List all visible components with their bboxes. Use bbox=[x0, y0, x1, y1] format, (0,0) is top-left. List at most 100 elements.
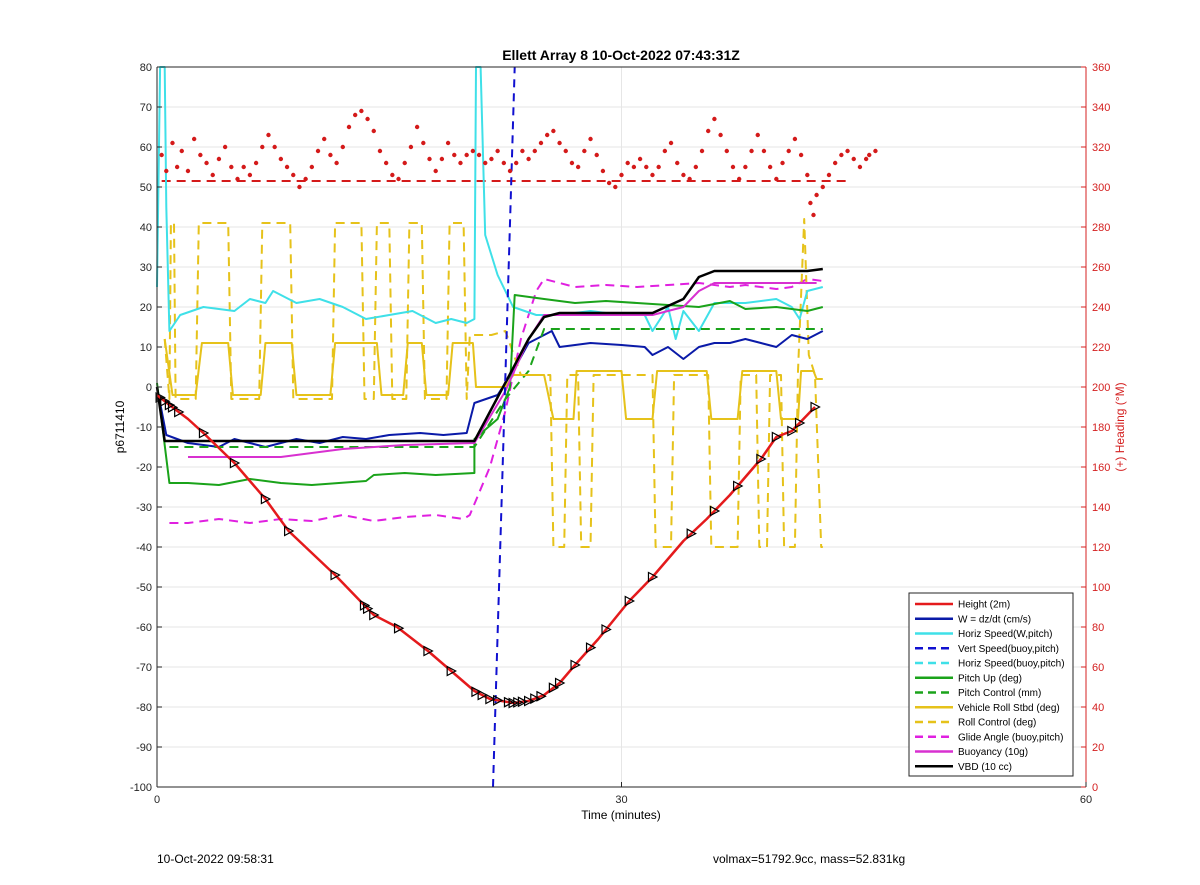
heading-point bbox=[656, 164, 661, 170]
height-marker bbox=[471, 686, 482, 698]
height-marker bbox=[771, 431, 783, 443]
heading-point bbox=[755, 132, 760, 138]
height-marker bbox=[493, 694, 504, 706]
y-tick-label: -90 bbox=[136, 742, 152, 754]
height-marker bbox=[359, 599, 371, 611]
heading-point bbox=[489, 156, 494, 162]
legend-label: Vehicle Roll Stbd (deg) bbox=[958, 703, 1060, 714]
height-marker bbox=[524, 695, 535, 707]
heading-point bbox=[594, 152, 599, 158]
heading-point bbox=[334, 160, 339, 166]
y-tick-label: 20 bbox=[140, 302, 152, 314]
heading-point bbox=[507, 168, 513, 174]
series-pitch-up-deg bbox=[156, 294, 824, 486]
heading-point bbox=[743, 164, 748, 170]
heading-point bbox=[857, 164, 863, 170]
legend-label: Buoyancy (10g) bbox=[958, 747, 1028, 758]
heading-point bbox=[662, 148, 668, 154]
y2-tick-label: 0 bbox=[1092, 782, 1098, 794]
heading-point bbox=[780, 160, 785, 166]
heading-point bbox=[483, 160, 488, 166]
heading-point bbox=[606, 180, 612, 186]
heading-point bbox=[439, 156, 445, 162]
heading-point bbox=[284, 164, 290, 170]
heading-point bbox=[551, 128, 556, 134]
height-marker bbox=[530, 693, 541, 705]
heading-point bbox=[272, 144, 277, 150]
heading-point bbox=[582, 148, 587, 154]
heading-point bbox=[235, 176, 240, 182]
y2-tick-label: 240 bbox=[1092, 302, 1110, 314]
heading-point bbox=[222, 144, 228, 150]
heading-point bbox=[445, 140, 451, 146]
height-marker bbox=[167, 401, 179, 413]
heading-point bbox=[644, 164, 649, 170]
heading-point bbox=[650, 172, 655, 178]
heading-point bbox=[241, 164, 246, 170]
y-tick-label: -40 bbox=[136, 542, 152, 554]
heading-point bbox=[736, 176, 742, 182]
heading-point bbox=[681, 172, 686, 178]
height-marker bbox=[477, 689, 488, 701]
heading-point bbox=[805, 172, 810, 178]
heading-point bbox=[520, 148, 525, 154]
y2-tick-label: 340 bbox=[1092, 102, 1110, 114]
footer-vehicle-info: volmax=51792.9cc, mass=52.831kg bbox=[713, 852, 906, 866]
heading-point bbox=[619, 172, 624, 178]
heading-point bbox=[470, 148, 476, 154]
heading-point bbox=[706, 128, 711, 134]
heading-point bbox=[557, 140, 562, 146]
heading-point bbox=[631, 164, 637, 170]
heading-point bbox=[637, 156, 643, 162]
heading-point bbox=[712, 116, 717, 122]
y-tick-label: 80 bbox=[140, 62, 152, 74]
series-vehicle-roll-stbd-deg bbox=[163, 338, 823, 420]
heading-point bbox=[873, 148, 878, 154]
heading-point bbox=[767, 164, 773, 170]
height-marker bbox=[362, 603, 374, 615]
heading-point bbox=[315, 148, 321, 154]
height-marker bbox=[570, 659, 581, 671]
heading-point bbox=[544, 132, 550, 138]
heading-point bbox=[396, 176, 401, 182]
heading-point bbox=[851, 156, 856, 162]
heading-point bbox=[174, 164, 180, 170]
y2-tick-label: 280 bbox=[1092, 222, 1110, 234]
legend-label: Pitch Control (mm) bbox=[958, 688, 1041, 699]
heading-point bbox=[198, 152, 203, 158]
heading-point bbox=[826, 172, 832, 178]
height-marker bbox=[330, 569, 341, 581]
heading-point bbox=[724, 148, 729, 154]
heading-point bbox=[575, 164, 581, 170]
heading-point bbox=[730, 164, 736, 170]
heading-point bbox=[867, 152, 872, 158]
heading-point bbox=[814, 192, 819, 198]
height-marker bbox=[284, 525, 295, 537]
heading-point bbox=[588, 136, 593, 142]
heading-point bbox=[798, 152, 804, 158]
y-tick-label: 60 bbox=[140, 142, 152, 154]
heading-point bbox=[613, 184, 618, 190]
heading-point bbox=[792, 136, 798, 142]
heading-point bbox=[229, 164, 234, 170]
y2-tick-label: 20 bbox=[1092, 742, 1104, 754]
heading-point bbox=[532, 148, 537, 154]
footer-timestamp: 10-Oct-2022 09:58:31 bbox=[157, 852, 274, 866]
legend-label: Horiz Speed(W,pitch) bbox=[958, 629, 1052, 640]
heading-point bbox=[216, 156, 222, 162]
y-tick-label: -60 bbox=[136, 622, 152, 634]
heading-point bbox=[845, 148, 850, 154]
heading-point bbox=[452, 152, 457, 158]
heading-point bbox=[786, 148, 791, 154]
y-tick-label: 0 bbox=[146, 382, 152, 394]
heading-point bbox=[253, 160, 259, 166]
series-roll-control-deg bbox=[163, 218, 823, 548]
heading-point bbox=[600, 168, 606, 174]
heading-point bbox=[278, 156, 284, 162]
heading-point bbox=[668, 140, 674, 146]
y2-tick-label: 40 bbox=[1092, 702, 1104, 714]
heading-point bbox=[820, 184, 825, 190]
heading-point bbox=[514, 160, 519, 166]
height-marker bbox=[794, 417, 806, 429]
